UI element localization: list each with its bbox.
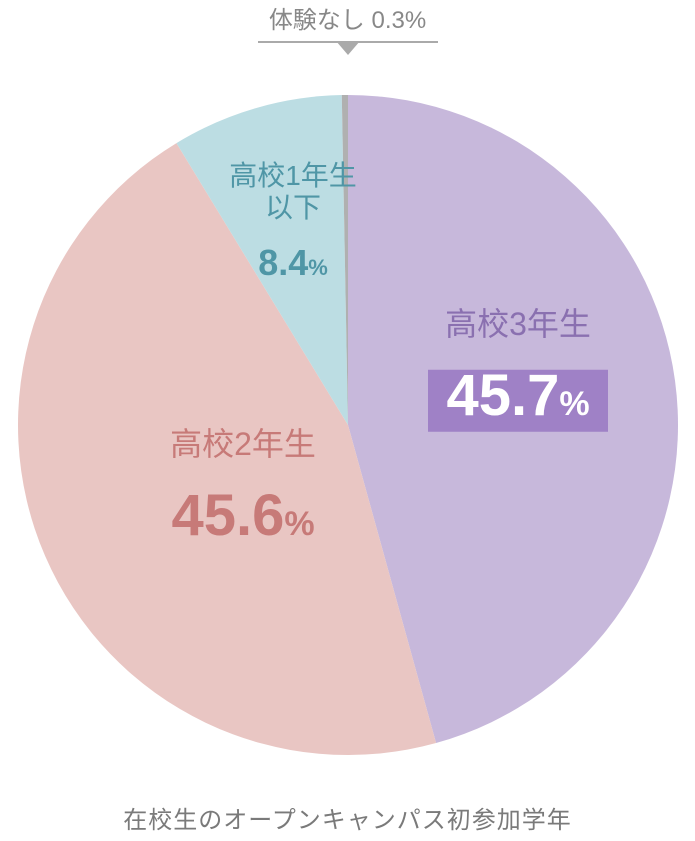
chart-caption: 在校生のオープンキャンパス初参加学年 — [0, 800, 695, 835]
pie-chart: 高校3年生45.7%高校2年生45.6%高校1年生以下8.4% — [18, 75, 678, 775]
chart-container: 体験なし 0.3% 高校3年生45.7%高校2年生45.6%高校1年生以下8.4… — [0, 0, 695, 841]
slice-name-first_year_below-0: 高校1年生 — [229, 160, 357, 191]
callout-no-experience: 体験なし 0.3% — [258, 0, 438, 43]
slice-name-first_year_below-1: 以下 — [264, 192, 320, 223]
callout-label: 体験なし 0.3% — [258, 0, 438, 35]
callout-arrow-icon — [336, 41, 360, 55]
slice-name-third_year: 高校3年生 — [445, 306, 591, 342]
pie-svg: 高校3年生45.7%高校2年生45.6%高校1年生以下8.4% — [18, 75, 678, 775]
slice-name-second_year: 高校2年生 — [170, 426, 316, 462]
callout-line — [258, 41, 438, 43]
